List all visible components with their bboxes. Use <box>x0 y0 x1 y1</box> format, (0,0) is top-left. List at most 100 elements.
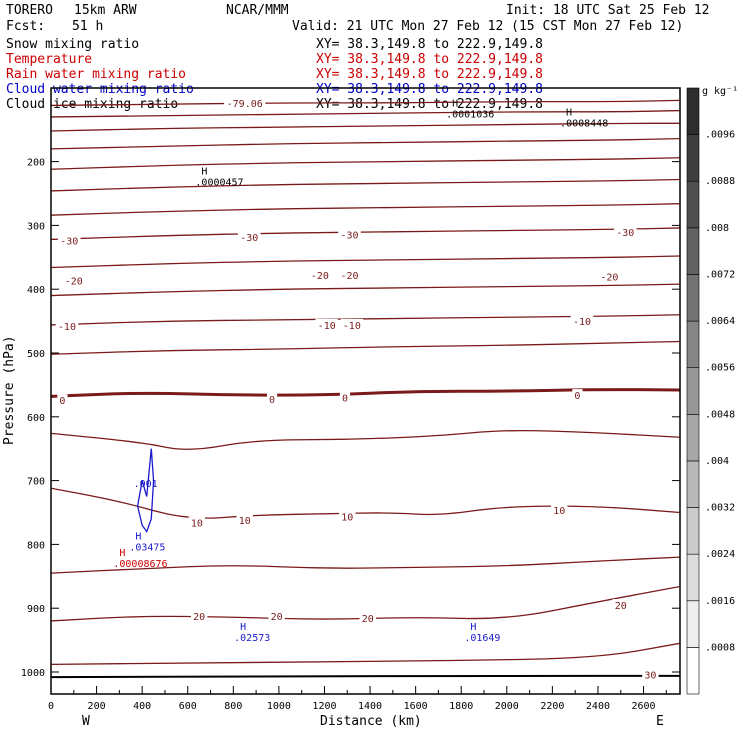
temperature-label: 0 <box>574 391 580 402</box>
temperature-label: 0 <box>59 396 65 407</box>
fcst-label: Fcst: <box>6 19 45 34</box>
label-bg <box>598 270 621 283</box>
temperature-label: -20 <box>600 272 618 283</box>
colorbar-label: .008 <box>705 223 729 234</box>
temperature-contour <box>51 157 680 170</box>
colorbar-label: .0032 <box>705 503 735 514</box>
label-bg <box>190 609 208 622</box>
temperature-contour <box>51 99 680 107</box>
y-tick-label: 700 <box>27 477 45 488</box>
label-bg <box>572 389 583 402</box>
cloud-water-contour-label: .001 <box>134 479 158 490</box>
extremum-value: .0000457 <box>195 177 243 188</box>
temperature-label: 20 <box>193 612 205 623</box>
field-xy: XY= 38.3,149.8 to 222.9,149.8 <box>316 67 543 82</box>
label-bg <box>236 514 253 527</box>
temperature-label: -20 <box>65 276 83 287</box>
field-name: Cloud water mixing ratio <box>6 82 194 97</box>
field-xy: XY= 38.3,149.8 to 222.9,149.8 <box>316 52 543 67</box>
temperature-label: 30 <box>644 671 656 682</box>
temperature-contour <box>51 109 680 118</box>
label-bg <box>642 668 659 681</box>
label-bg <box>55 320 79 333</box>
extremum-symbol: H <box>470 622 476 633</box>
colorbar-label: .004 <box>705 456 729 467</box>
colorbar-label: .0088 <box>705 176 735 187</box>
colorbar-bin <box>686 460 700 508</box>
init-time: Init: 18 UTC Sat 25 Feb 12 <box>506 3 710 18</box>
colorbar-bin <box>686 180 700 229</box>
label-bg <box>224 96 266 109</box>
contour-layer: .001 -79.06 -30 -30 -30 -30 -20 -20 -20 -20 -10 -10… <box>51 96 680 682</box>
colorbar: .0096 .0088 .008 .0072 .0064 .0056 .0048 .004 .0… <box>686 87 735 695</box>
temperature-contour <box>51 340 680 355</box>
temperature-label: 10 <box>341 512 353 523</box>
temperature-label: 0 <box>269 395 275 406</box>
temperature-contour <box>51 178 680 192</box>
extremum-symbol: H <box>201 166 207 177</box>
y-tick-label: 200 <box>27 158 45 169</box>
colorbar-label: .0064 <box>705 316 735 327</box>
y-tick-label: 900 <box>27 604 45 615</box>
x-end-label-left: W <box>82 714 90 729</box>
temperature-label: -10 <box>318 321 336 332</box>
x-tick-label: 2000 <box>495 701 519 712</box>
x-end-label-right: E <box>656 714 664 729</box>
x-axis: 0 200 400 600 800 1000 1200 1400 1600 1800 2000 220… <box>48 686 667 712</box>
cloud-water-contour <box>136 448 155 534</box>
temperature-label: -10 <box>573 317 591 328</box>
x-tick-label: 1400 <box>358 701 382 712</box>
label-bg <box>338 269 361 282</box>
colorbar-bin <box>686 600 700 648</box>
field-list: Snow mixing ratio XY= 38.3,149.8 to 222.9… <box>6 37 543 112</box>
colorbar-bin <box>686 134 700 182</box>
y-tick-label: 1000 <box>21 668 45 679</box>
colorbar-bin <box>686 553 700 602</box>
temperature-label: -10 <box>343 321 361 332</box>
extremum-value: .00008676 <box>113 559 167 570</box>
fcst-value: 51 h <box>72 19 103 34</box>
temperature-contour <box>51 585 680 622</box>
label-bg <box>315 318 339 331</box>
colorbar-unit: g kg⁻¹ <box>702 86 738 97</box>
extremum-symbol: H <box>119 548 125 559</box>
temperature-contour <box>51 487 680 519</box>
x-axis-label: Distance (km) <box>320 714 422 729</box>
y-tick-label: 300 <box>27 221 45 232</box>
x-tick-label: 2200 <box>540 701 564 712</box>
temperature-contour <box>51 388 680 398</box>
colorbar-label: .0096 <box>705 130 735 141</box>
field-name: Rain water mixing ratio <box>6 67 186 82</box>
extremum-symbol: H <box>135 531 141 542</box>
temperature-label: -30 <box>616 228 634 239</box>
x-tick-label: 1600 <box>404 701 428 712</box>
field-name: Temperature <box>6 52 92 67</box>
temperature-label: 10 <box>191 519 203 530</box>
label-bg <box>237 230 261 243</box>
label-bg <box>359 611 376 624</box>
x-tick-label: 200 <box>88 701 106 712</box>
temperature-label: -10 <box>58 322 76 333</box>
temperature-label: -20 <box>341 271 359 282</box>
temperature-label: -20 <box>311 271 329 282</box>
field-xy: XY= 38.3,149.8 to 222.9,149.8 <box>316 37 543 52</box>
field-xy: XY= 38.3,149.8 to 222.9,149.8 <box>316 97 543 112</box>
label-bg <box>570 315 594 328</box>
label-bg <box>339 391 351 404</box>
extremum-value: .0008448 <box>560 119 608 130</box>
colorbar-label: .0008 <box>705 642 735 653</box>
field-name: Snow mixing ratio <box>6 37 139 52</box>
colorbar-bin <box>686 274 700 322</box>
label-bg <box>614 225 637 238</box>
temperature-label: -30 <box>240 233 258 244</box>
x-tick-label: 400 <box>133 701 151 712</box>
temperature-contour <box>51 137 680 150</box>
temperature-contour <box>51 122 680 132</box>
colorbar-bin <box>686 87 700 135</box>
colorbar-label: .0024 <box>705 549 735 560</box>
y-tick-label: 800 <box>27 540 45 551</box>
terrain-line <box>51 674 680 679</box>
plot-frame <box>50 87 681 695</box>
